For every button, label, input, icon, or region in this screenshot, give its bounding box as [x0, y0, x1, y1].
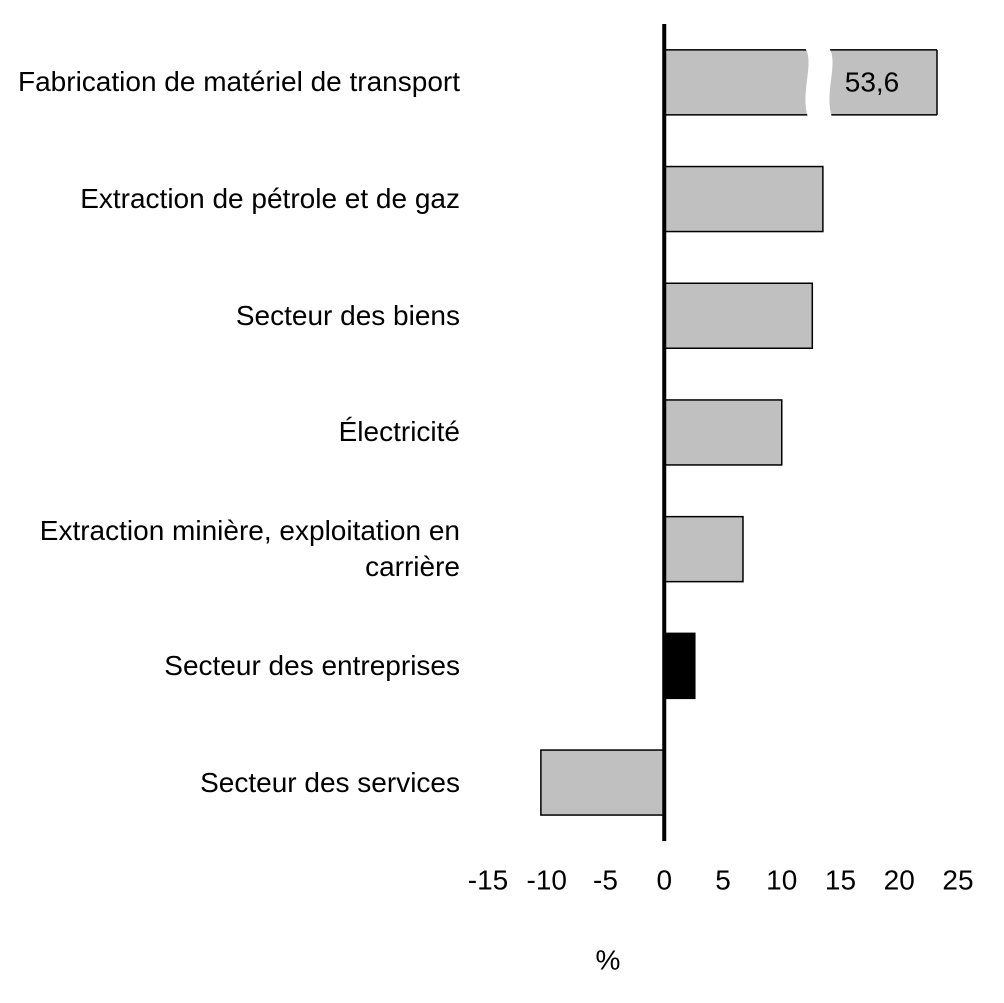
- x-tick-label: 20: [884, 864, 915, 895]
- category-label: Secteur des entreprises: [164, 649, 460, 681]
- x-tick-label: 0: [656, 864, 672, 895]
- x-tick-label: 10: [766, 864, 797, 895]
- value-label: 53,6: [845, 67, 900, 98]
- bar: [663, 49, 937, 116]
- category-label: Extraction de pétrole et de gaz: [80, 183, 460, 215]
- category-label: Fabrication de matériel de transport: [18, 66, 460, 98]
- bar: [663, 515, 744, 583]
- category-label: Secteur des biens: [235, 299, 460, 331]
- x-tick-label: -10: [527, 864, 567, 895]
- bar: [540, 749, 665, 816]
- category-label: Extraction minière, exploitation en carr…: [39, 515, 460, 583]
- x-axis-label: %: [596, 944, 621, 975]
- category-label: Secteur des services: [200, 766, 460, 798]
- bars: [540, 49, 937, 816]
- x-tick-label: 25: [942, 864, 973, 895]
- x-tick-label: 5: [715, 864, 731, 895]
- x-tick-label: -15: [468, 864, 508, 895]
- axis-break: [805, 47, 833, 117]
- bar: [663, 632, 696, 700]
- bar: [663, 399, 783, 466]
- category-label: Électricité: [338, 416, 460, 448]
- x-tick-label: 15: [825, 864, 856, 895]
- bar: [663, 165, 824, 233]
- bar: [663, 282, 814, 349]
- x-tick-label: -5: [593, 864, 618, 895]
